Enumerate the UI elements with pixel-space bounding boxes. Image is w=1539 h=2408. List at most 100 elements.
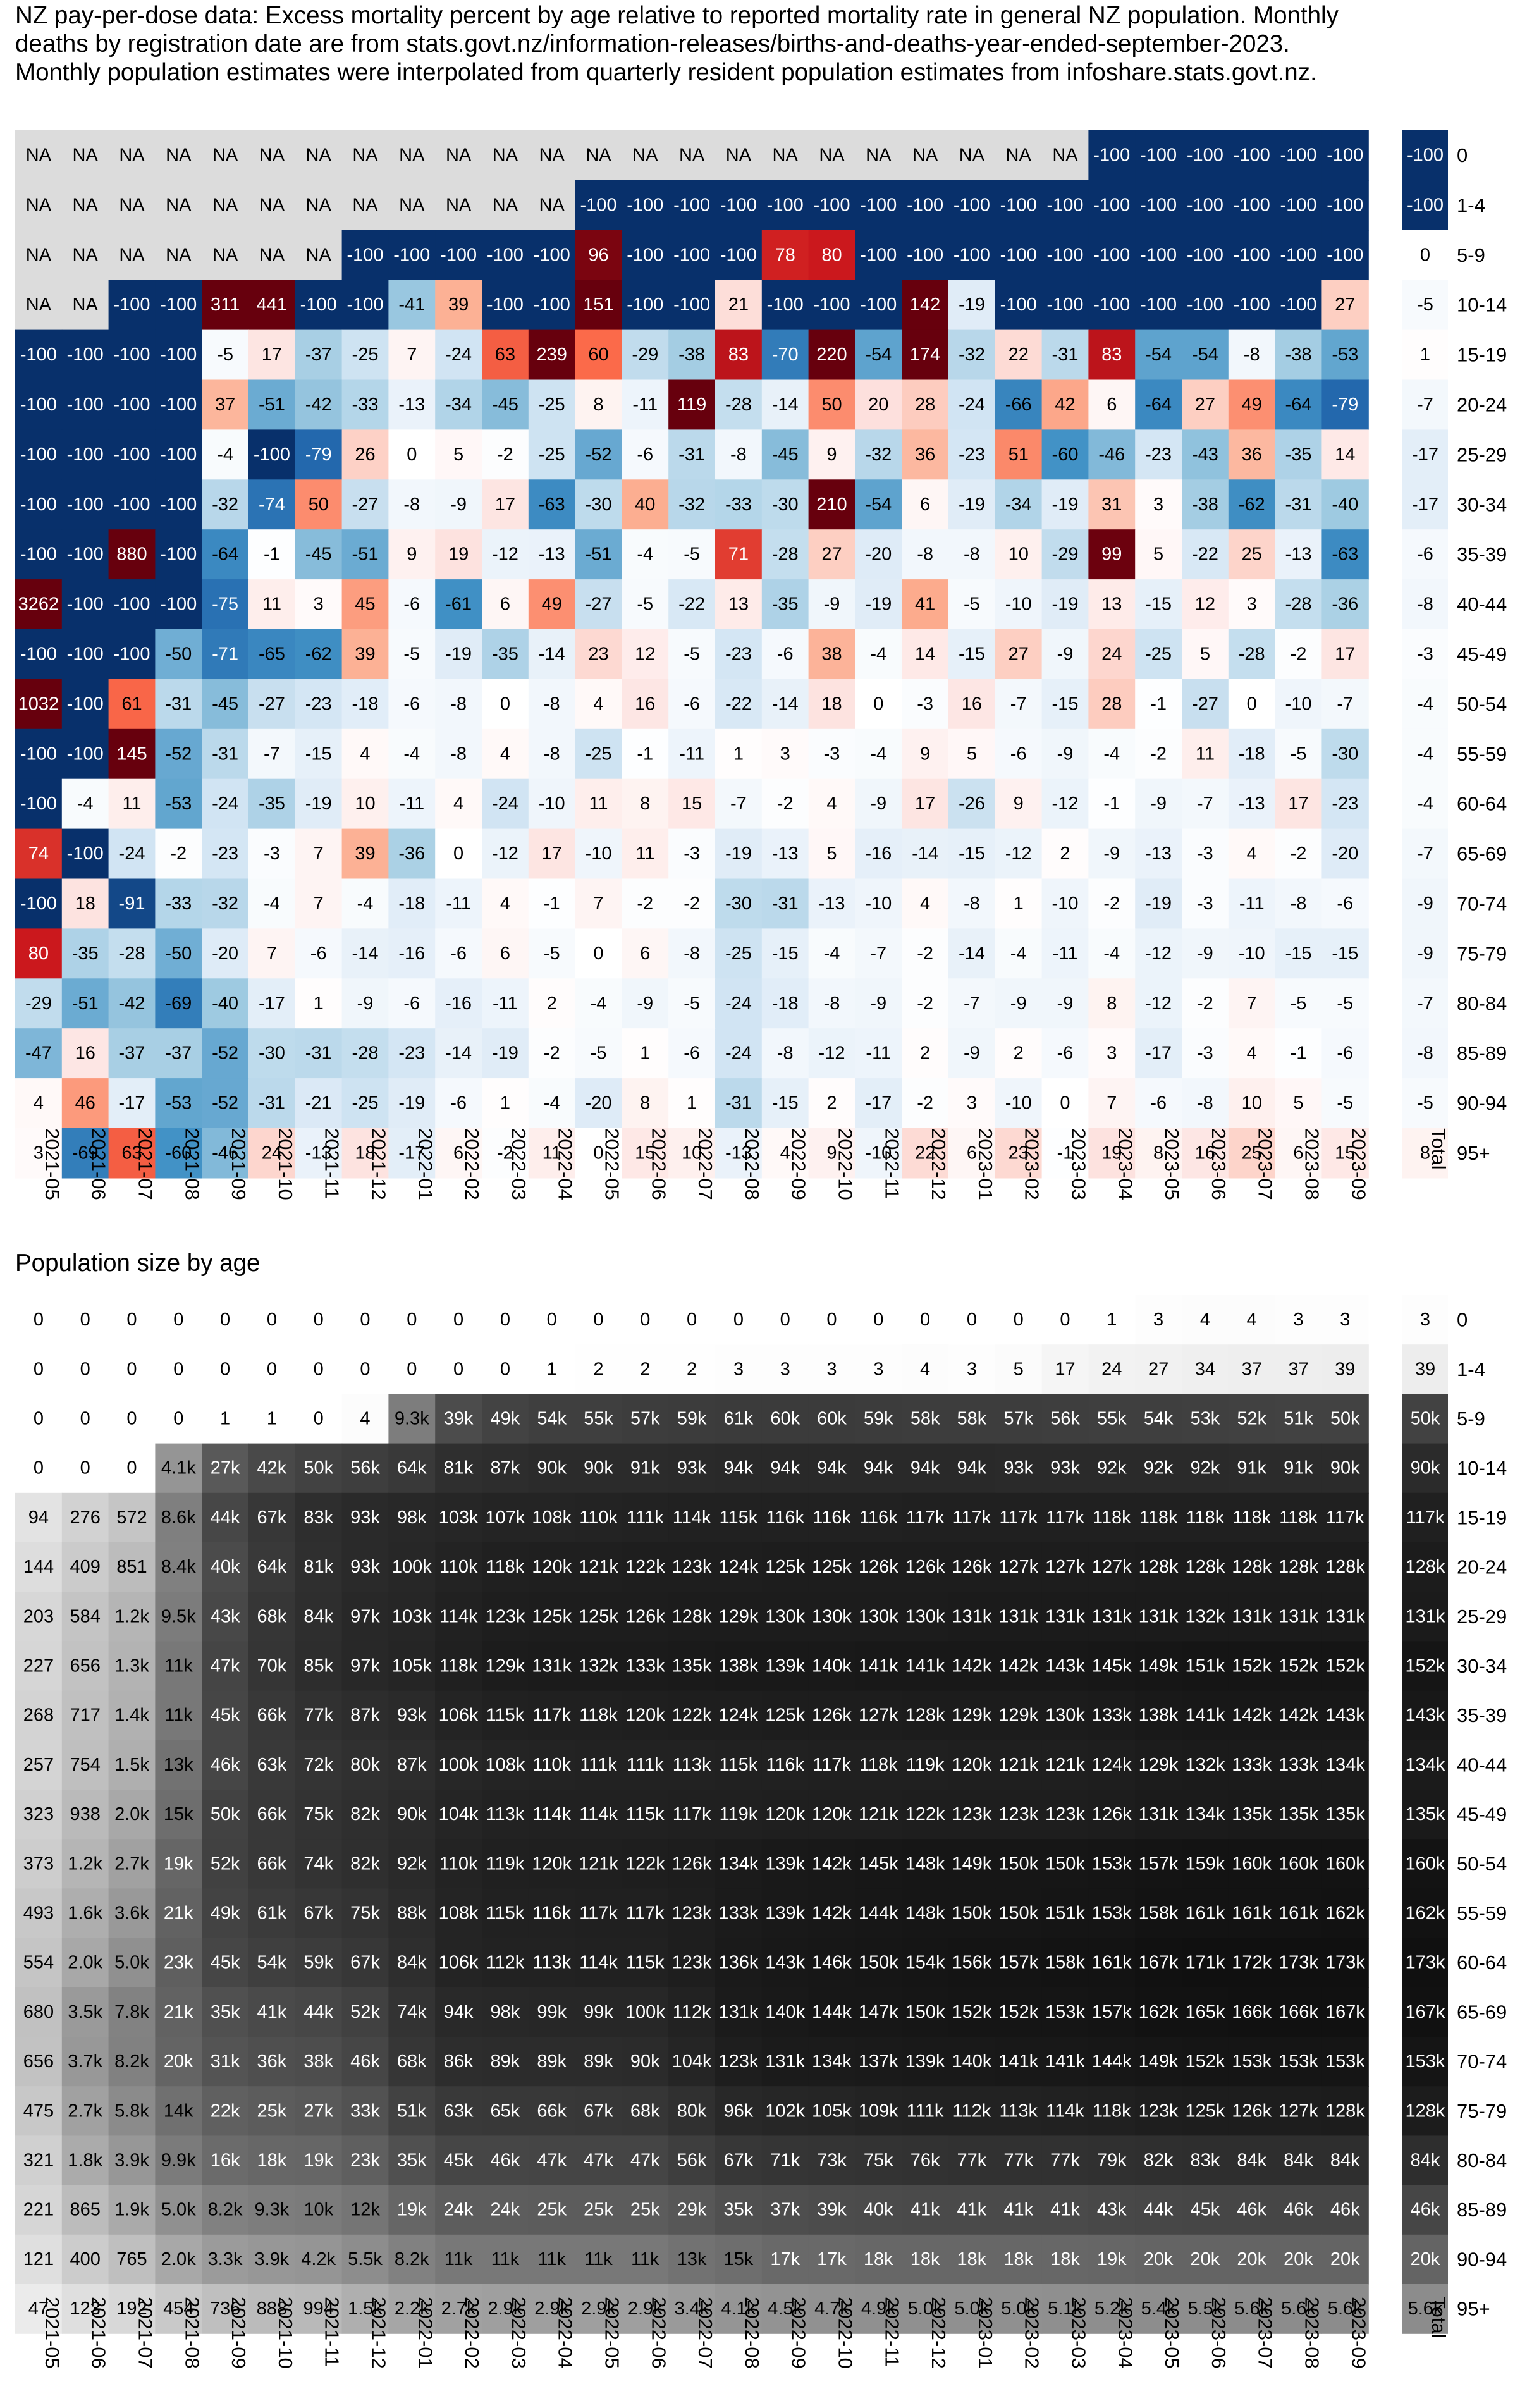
heatmap-cell bbox=[761, 280, 809, 331]
cell-value: 42k bbox=[257, 1458, 287, 1478]
total-cell bbox=[1402, 1078, 1448, 1129]
cell-value: 5.1k bbox=[1048, 2299, 1082, 2319]
heatmap-cell bbox=[1228, 2086, 1276, 2136]
month-tick-label: 2022-07 bbox=[694, 2297, 716, 2369]
heatmap-cell bbox=[435, 1295, 482, 1345]
cell-value: 116k bbox=[859, 1508, 898, 1528]
heatmap-cell bbox=[155, 2037, 202, 2087]
cell-value: 118k bbox=[439, 1656, 478, 1676]
heatmap-cell bbox=[1182, 1839, 1229, 1889]
heatmap-cell bbox=[482, 479, 529, 530]
cell-value: 1.8k bbox=[68, 2151, 102, 2171]
heatmap-cell bbox=[435, 1839, 482, 1889]
heatmap-cell bbox=[1088, 1740, 1136, 1790]
total-cell bbox=[1402, 1938, 1448, 1988]
cell-value: -10 bbox=[539, 794, 565, 814]
heatmap-cell bbox=[61, 1839, 109, 1889]
heatmap-cell bbox=[435, 230, 482, 281]
cell-value: 110k bbox=[532, 1755, 571, 1775]
cell-value: -4 bbox=[1010, 943, 1027, 964]
cell-value: 112k bbox=[953, 2101, 991, 2121]
cell-value: -9 bbox=[450, 494, 467, 515]
heatmap-cell bbox=[388, 1938, 436, 1988]
heatmap-cell bbox=[248, 1028, 296, 1079]
cell-value: -100 bbox=[1234, 145, 1270, 165]
heatmap-cell bbox=[388, 1888, 436, 1939]
cell-value: 4.7k bbox=[814, 2299, 849, 2319]
heatmap-cell bbox=[248, 728, 296, 780]
heatmap-cell bbox=[902, 379, 949, 430]
heatmap-cell bbox=[668, 1592, 716, 1642]
heatmap-cell bbox=[1228, 130, 1276, 181]
age-label: 65-69 bbox=[1457, 2001, 1507, 2023]
cell-value: -2 bbox=[917, 993, 933, 1014]
heatmap-cell bbox=[1041, 529, 1089, 580]
cell-value: -2 bbox=[497, 445, 513, 465]
cell-value: 7 bbox=[1107, 1093, 1117, 1114]
heatmap-cell bbox=[1088, 230, 1136, 281]
heatmap-cell bbox=[761, 828, 809, 880]
heatmap-cell bbox=[295, 1394, 343, 1444]
heatmap-cell bbox=[902, 1443, 949, 1494]
cell-value: -10 bbox=[1005, 1093, 1032, 1114]
heatmap-cell bbox=[108, 778, 156, 830]
heatmap-cell bbox=[155, 1542, 202, 1592]
heatmap-cell bbox=[1088, 629, 1136, 680]
heatmap-cell bbox=[1275, 1028, 1322, 1079]
month-tick-label: 2022-09 bbox=[788, 1128, 810, 1200]
heatmap-cell bbox=[575, 928, 622, 979]
heatmap-cell bbox=[108, 230, 156, 281]
cell-value: 118k bbox=[579, 1705, 618, 1726]
heatmap-cell bbox=[435, 679, 482, 730]
cell-value: 27 bbox=[1335, 295, 1355, 315]
cell-value: -28 bbox=[1285, 594, 1312, 615]
heatmap-cell bbox=[668, 329, 716, 381]
total-cell bbox=[1402, 1492, 1448, 1543]
heatmap-cell bbox=[528, 2234, 576, 2285]
cell-value: 17 bbox=[1288, 794, 1308, 814]
cell-value: -2 bbox=[777, 794, 794, 814]
cell-value: 18k bbox=[257, 2151, 287, 2171]
heatmap-cell bbox=[761, 878, 809, 929]
heatmap-cell bbox=[15, 2185, 63, 2235]
heatmap-cell bbox=[248, 1542, 296, 1592]
heatmap-cell bbox=[295, 1295, 343, 1345]
cell-value: 130k bbox=[859, 1606, 898, 1626]
cell-value: -8 bbox=[450, 744, 467, 764]
heatmap-cell bbox=[855, 529, 902, 580]
heatmap-cell bbox=[155, 1888, 202, 1939]
cell-value: -15 bbox=[1052, 694, 1079, 714]
cell-value: 46k bbox=[1330, 2200, 1360, 2220]
heatmap-cell bbox=[622, 130, 669, 181]
heatmap-cell bbox=[1182, 1344, 1229, 1394]
heatmap-cell bbox=[341, 828, 389, 880]
heatmap-cell bbox=[295, 379, 343, 430]
cell-value: 157k bbox=[1092, 2002, 1132, 2022]
cell-value: -4 bbox=[357, 894, 374, 914]
heatmap-cell bbox=[155, 1344, 202, 1394]
heatmap-cell bbox=[108, 429, 156, 480]
heatmap-cell bbox=[622, 1443, 669, 1494]
heatmap-cell bbox=[1041, 1987, 1089, 2037]
cell-value: 89k bbox=[491, 2051, 520, 2072]
heatmap-cell bbox=[1182, 2086, 1229, 2136]
heatmap-cell bbox=[528, 1344, 576, 1394]
heatmap-cell bbox=[1228, 1938, 1276, 1988]
heatmap-cell bbox=[1135, 2037, 1182, 2087]
heatmap-cell bbox=[482, 728, 529, 780]
heatmap-cell bbox=[528, 130, 576, 181]
total-cell bbox=[1402, 2086, 1448, 2136]
heatmap-cell bbox=[902, 878, 949, 929]
heatmap-cell bbox=[528, 379, 576, 430]
heatmap-cell bbox=[575, 1641, 622, 1692]
heatmap-cell bbox=[622, 2135, 669, 2186]
cell-value: 146k bbox=[812, 1953, 852, 1973]
month-tick-label: 2023-02 bbox=[1021, 2297, 1043, 2369]
heatmap-cell bbox=[202, 1641, 249, 1692]
age-label: 30-34 bbox=[1457, 1655, 1507, 1677]
cell-value: 77k bbox=[1003, 2151, 1033, 2171]
cell-value: 2.9k bbox=[487, 2299, 522, 2319]
heatmap-cell bbox=[108, 2234, 156, 2285]
cell-value: -8 bbox=[544, 694, 560, 714]
cell-value: -5 bbox=[217, 345, 233, 365]
